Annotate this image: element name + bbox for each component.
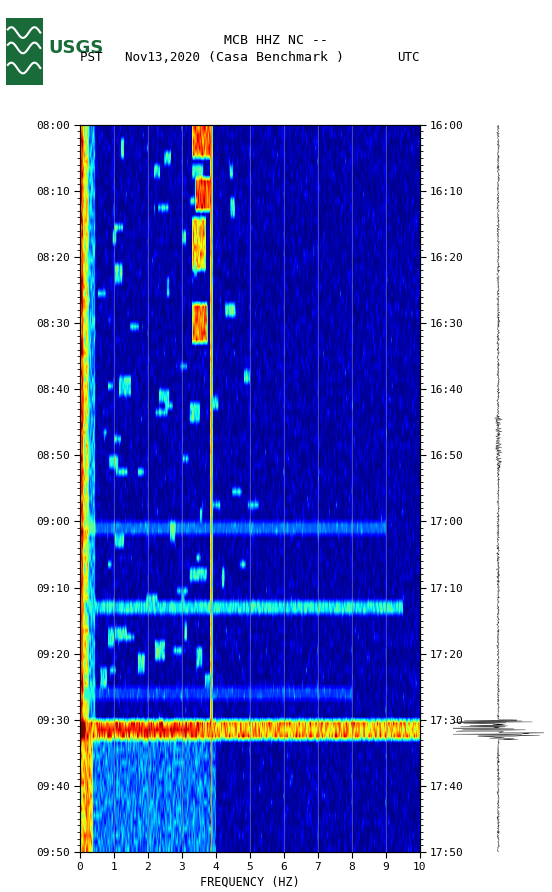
- Text: PST   Nov13,2020: PST Nov13,2020: [80, 51, 200, 63]
- Text: USGS: USGS: [48, 39, 103, 57]
- X-axis label: FREQUENCY (HZ): FREQUENCY (HZ): [200, 875, 300, 888]
- Text: UTC: UTC: [397, 51, 420, 63]
- Text: (Casa Benchmark ): (Casa Benchmark ): [208, 51, 344, 63]
- Text: MCB HHZ NC --: MCB HHZ NC --: [224, 34, 328, 46]
